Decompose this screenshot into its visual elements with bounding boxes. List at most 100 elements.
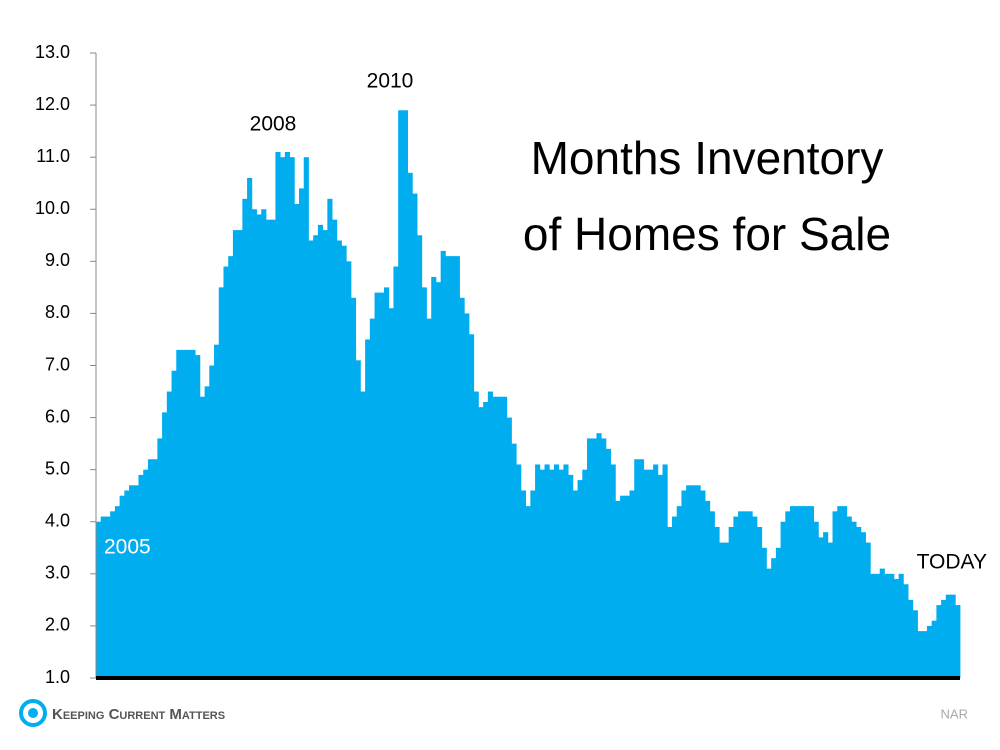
bar [841, 506, 848, 678]
bar [157, 438, 163, 678]
bar [369, 318, 375, 678]
bar [851, 521, 857, 678]
bar [922, 631, 928, 678]
bar [813, 521, 819, 678]
bar [705, 500, 711, 678]
bar [955, 605, 961, 678]
bar [322, 230, 328, 679]
bar [742, 511, 748, 678]
bar [530, 490, 536, 678]
bar [884, 573, 890, 678]
bar [926, 625, 933, 678]
bar [733, 516, 739, 678]
bar [794, 506, 800, 678]
y-tick-label: 1.0 [45, 667, 70, 687]
bar [360, 391, 366, 678]
bar [912, 610, 918, 678]
bar [752, 516, 758, 678]
bar [535, 464, 541, 678]
bar [232, 230, 239, 679]
bar [487, 391, 493, 678]
brand-logo [19, 699, 47, 727]
bar [544, 464, 550, 678]
bar [270, 219, 276, 678]
y-tick-label: 11.0 [36, 146, 70, 166]
bar [950, 594, 956, 678]
bar [162, 412, 168, 678]
bar [407, 172, 413, 678]
bar [473, 391, 479, 678]
y-tick-label: 13.0 [35, 42, 70, 62]
bar [761, 547, 767, 678]
bar [775, 547, 781, 678]
bar [199, 396, 205, 678]
y-tick-label: 2.0 [45, 615, 70, 635]
bar [714, 526, 720, 678]
bar [657, 474, 663, 678]
bar [237, 230, 243, 679]
bar [313, 235, 319, 678]
bar [459, 297, 465, 678]
bar [119, 495, 125, 678]
bar [398, 110, 404, 678]
bar [426, 318, 432, 678]
bar [587, 438, 593, 678]
bar [384, 287, 390, 678]
bar [572, 490, 578, 678]
bar [214, 344, 220, 678]
bar [114, 506, 121, 678]
bar [464, 313, 470, 678]
bar [176, 349, 182, 678]
bar [346, 261, 352, 678]
annotation: TODAY [917, 551, 987, 574]
bar [520, 490, 527, 678]
y-tick-label: 7.0 [45, 354, 70, 374]
bar [681, 490, 687, 678]
bar [875, 573, 881, 678]
bar [747, 511, 753, 678]
bar [766, 568, 772, 678]
bar [365, 339, 371, 678]
bar [917, 631, 923, 678]
chart-title-line: Months Inventory [531, 132, 884, 184]
annotation: 2010 [367, 70, 414, 93]
bar [539, 469, 545, 678]
bar [709, 511, 715, 678]
y-tick-label: 8.0 [45, 302, 70, 322]
bar [780, 521, 786, 678]
bar [577, 480, 583, 678]
bar [648, 469, 654, 678]
bar [511, 443, 517, 678]
bar [185, 349, 191, 678]
plot: 1.0 2.0 3.0 4.0 5.0 6.0 7.0 8.0 9.0 10.0 11.0 12.0 1… [35, 42, 987, 687]
bar [832, 511, 838, 678]
bar [516, 464, 522, 678]
bar [261, 209, 267, 678]
bar [823, 532, 829, 678]
bar [284, 151, 290, 679]
logo-dot [28, 708, 38, 718]
logo-ring [19, 699, 47, 727]
bar [138, 474, 144, 678]
bar [280, 157, 286, 678]
bar [568, 474, 574, 678]
bar [662, 464, 668, 678]
bar [672, 516, 678, 678]
bar [837, 506, 843, 678]
bar [317, 224, 324, 678]
bar [790, 506, 796, 678]
bar [195, 355, 201, 678]
bar [893, 579, 900, 678]
bar [289, 157, 295, 678]
bar [620, 495, 626, 678]
bar [870, 573, 876, 678]
bar [435, 282, 442, 678]
bar [738, 511, 744, 678]
bar [860, 532, 866, 678]
bar [719, 542, 725, 678]
bar [152, 459, 158, 678]
bar [110, 511, 116, 678]
bar [190, 349, 196, 678]
bar [294, 204, 300, 678]
